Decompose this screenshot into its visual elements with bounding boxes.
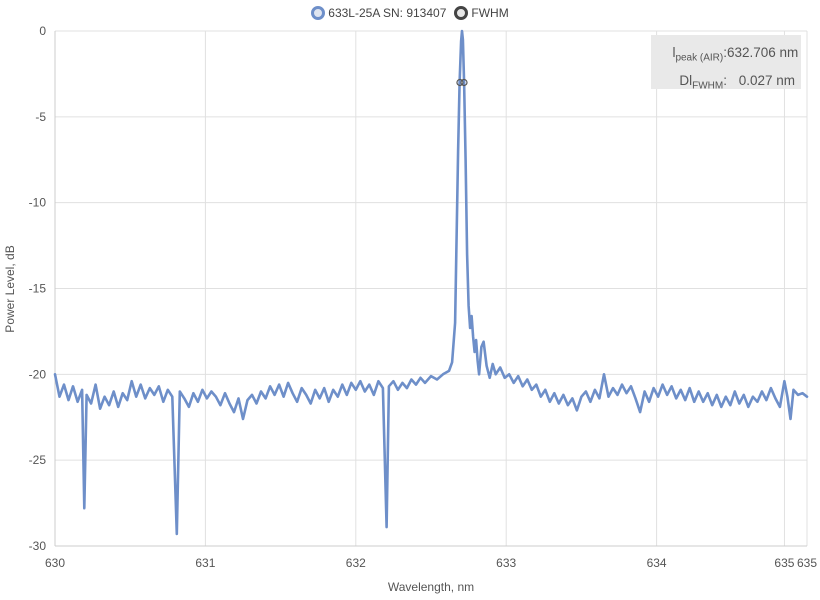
legend-fwhm-label: FWHM <box>471 6 509 20</box>
y-tick-label: -10 <box>29 196 47 210</box>
legend: 633L-25A SN: 913407 FWHM <box>0 6 820 20</box>
y-tick-label: 0 <box>39 24 46 38</box>
x-tick-label: 635 <box>797 556 817 570</box>
peak-value: 632.706 nm <box>727 45 799 60</box>
fwhm-label: DlFWHM: <box>679 72 727 92</box>
fwhm-swatch-icon <box>454 6 469 20</box>
series-layer <box>53 29 809 536</box>
peak-row: lpeak (AIR): 632.706 nm <box>657 42 799 70</box>
y-tick-label: -30 <box>29 539 47 553</box>
grid-lines <box>54 30 808 547</box>
y-tick-label: -5 <box>35 110 46 124</box>
x-axis-title: Wavelength, nm <box>388 580 474 594</box>
legend-item-series[interactable]: 633L-25A SN: 913407 <box>311 6 446 20</box>
x-tick-label: 634 <box>647 556 667 570</box>
series-line <box>53 29 809 536</box>
peak-label: lpeak (AIR): <box>672 45 727 64</box>
x-tick-label: 631 <box>195 556 215 570</box>
x-tick-label: 632 <box>346 556 366 570</box>
fwhm-value: 0.027 nm <box>738 72 795 88</box>
legend-series-label: 633L-25A SN: 913407 <box>328 6 447 20</box>
y-tick-label: -15 <box>29 282 47 296</box>
peak-info-box: lpeak (AIR): 632.706 nm DlFWHM: 0.027 nm <box>651 35 801 91</box>
y-axis-title: Power Level, dB <box>3 245 17 332</box>
series-swatch-icon <box>311 6 326 20</box>
y-tick-label: -20 <box>29 367 47 381</box>
y-tick-label: -25 <box>29 453 47 467</box>
fwhm-marker-point <box>460 78 468 87</box>
x-tick-label: 635 <box>774 556 794 570</box>
legend-item-fwhm[interactable]: FWHM <box>454 6 509 20</box>
fwhm-marker-layer <box>456 78 468 87</box>
x-tick-label: 633 <box>496 556 516 570</box>
axes <box>54 31 807 547</box>
fwhm-marker-point <box>456 78 464 87</box>
fwhm-row: DlFWHM: 0.027 nm <box>657 70 795 98</box>
x-tick-label: 630 <box>45 556 65 570</box>
